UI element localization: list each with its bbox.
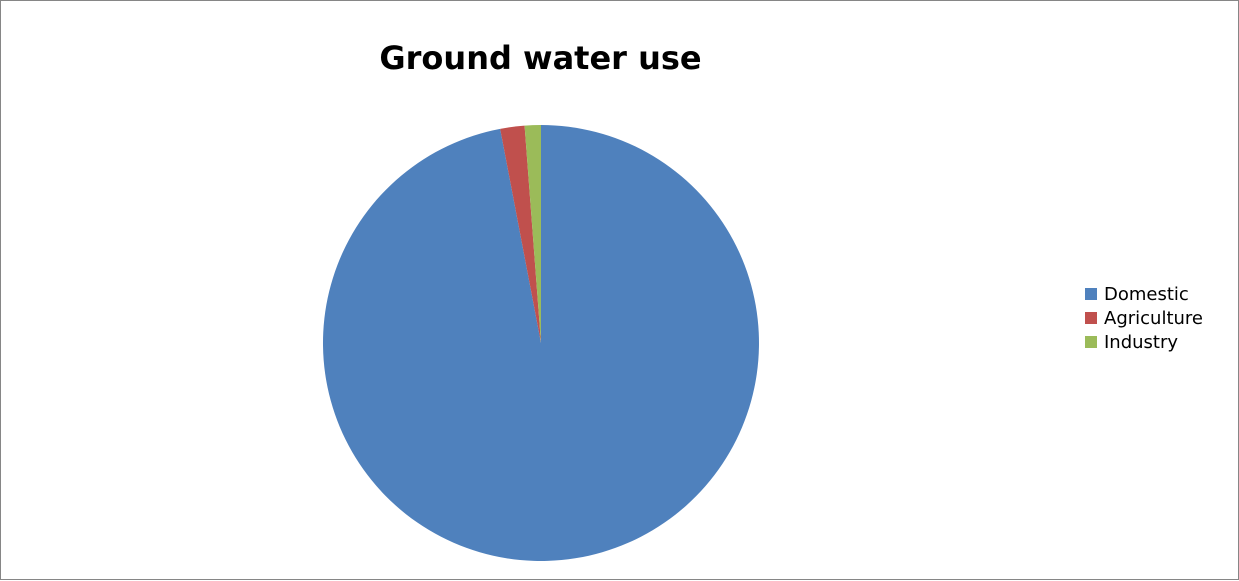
legend-item-industry: Industry	[1085, 330, 1235, 354]
legend-item-domestic: Domestic	[1085, 282, 1235, 306]
legend-swatch-domestic	[1085, 288, 1097, 300]
legend-swatch-industry	[1085, 336, 1097, 348]
slice-domestic	[322, 125, 759, 562]
legend: Domestic Agriculture Industry	[1085, 282, 1235, 354]
pie-slices	[322, 125, 759, 562]
slice-industry	[524, 125, 541, 343]
chart-title: Ground water use	[379, 39, 702, 77]
slice-agriculture	[500, 125, 541, 344]
legend-label-domestic: Domestic	[1104, 283, 1189, 305]
legend-label-agriculture: Agriculture	[1104, 307, 1203, 329]
legend-swatch-agriculture	[1085, 312, 1097, 324]
legend-label-industry: Industry	[1104, 331, 1179, 353]
legend-item-agriculture: Agriculture	[1085, 306, 1235, 330]
